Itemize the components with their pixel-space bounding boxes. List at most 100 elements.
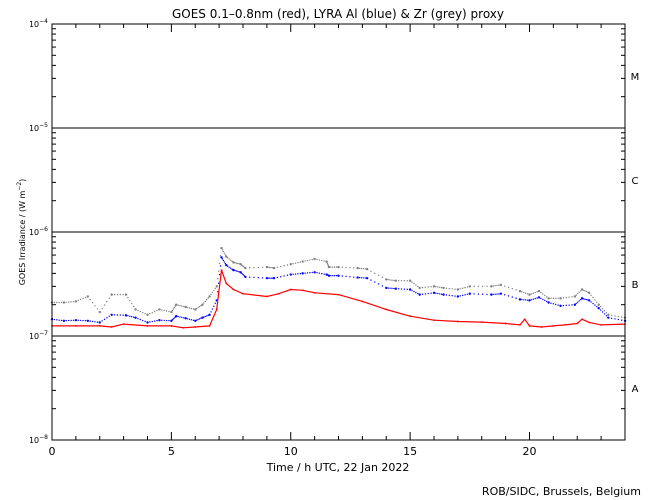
- data-point: [207, 297, 209, 299]
- data-point: [603, 313, 606, 315]
- data-point: [265, 276, 269, 280]
- data-point: [222, 259, 225, 262]
- data-point: [113, 314, 116, 316]
- data-point: [610, 317, 613, 320]
- data-point: [448, 287, 450, 290]
- data-point: [188, 318, 191, 320]
- data-point: [227, 265, 229, 267]
- data-point: [186, 318, 189, 320]
- data-point: [528, 293, 531, 296]
- data-point: [327, 264, 329, 266]
- data-point: [544, 294, 546, 297]
- data-point: [244, 275, 247, 279]
- data-point: [270, 277, 272, 279]
- data-point: [142, 319, 144, 322]
- data-point: [482, 285, 484, 288]
- x-tick-label: 20: [523, 445, 537, 458]
- data-point: [276, 266, 279, 268]
- data-point: [229, 259, 232, 261]
- data-point: [524, 292, 527, 294]
- data-point: [587, 291, 591, 295]
- data-point: [316, 272, 318, 274]
- data-point: [614, 318, 616, 320]
- data-point: [345, 266, 347, 269]
- y-tick-label: 10−8: [29, 434, 48, 445]
- data-point: [411, 281, 413, 283]
- data-point: [110, 313, 113, 316]
- data-point: [461, 287, 464, 289]
- data-point: [146, 325, 149, 327]
- data-point: [213, 305, 215, 307]
- data-point: [108, 315, 111, 318]
- data-point: [377, 283, 380, 285]
- x-tick-label: 10: [284, 445, 298, 458]
- data-point: [211, 308, 214, 310]
- data-point: [173, 306, 175, 309]
- data-point: [294, 273, 297, 275]
- data-point: [146, 321, 149, 324]
- data-point: [211, 291, 214, 294]
- data-point: [163, 319, 165, 322]
- data-point: [532, 298, 535, 300]
- data-point: [542, 293, 544, 295]
- data-point: [218, 262, 221, 265]
- data-point: [620, 316, 623, 318]
- data-point: [550, 302, 552, 304]
- y-tick-exponent: −4: [39, 18, 48, 25]
- flare-class-label: C: [632, 176, 639, 187]
- data-point: [60, 319, 63, 322]
- data-point: [203, 302, 205, 304]
- flare-class-lines: [52, 127, 625, 337]
- data-point: [225, 282, 228, 285]
- data-point: [151, 320, 153, 323]
- data-point: [204, 315, 206, 318]
- data-point: [153, 310, 156, 313]
- data-point: [565, 296, 567, 299]
- data-point: [588, 321, 591, 324]
- data-point: [198, 305, 201, 308]
- data-point: [286, 264, 289, 266]
- data-point: [540, 297, 542, 300]
- data-point: [217, 270, 220, 272]
- data-point: [607, 313, 610, 316]
- data-point: [496, 284, 498, 287]
- data-point: [129, 299, 131, 302]
- data-point: [421, 286, 424, 289]
- data-point: [456, 320, 459, 323]
- data-point: [208, 313, 211, 316]
- data-point: [280, 265, 282, 268]
- data-point: [573, 303, 577, 306]
- data-point: [406, 280, 408, 282]
- data-point: [464, 294, 466, 296]
- data-point: [559, 297, 562, 300]
- data-point: [195, 307, 198, 310]
- data-point: [599, 309, 602, 311]
- data-point: [269, 266, 271, 269]
- data-point: [65, 319, 68, 322]
- data-point: [530, 299, 533, 301]
- data-point: [227, 257, 229, 259]
- data-point: [337, 293, 340, 296]
- data-point: [194, 326, 197, 328]
- data-point: [132, 316, 135, 318]
- data-point: [528, 299, 531, 302]
- data-point: [577, 292, 579, 295]
- data-point: [68, 319, 70, 322]
- y-tick-base: 10: [29, 436, 39, 445]
- x-axis-label: Time / h UTC, 22 Jan 2022: [266, 461, 410, 474]
- data-point: [464, 286, 466, 289]
- data-point: [219, 265, 222, 267]
- data-point: [261, 266, 264, 268]
- data-point: [521, 291, 523, 293]
- data-point: [131, 316, 133, 318]
- data-point: [137, 317, 139, 320]
- data-point: [528, 325, 531, 327]
- data-point: [534, 291, 536, 294]
- data-point: [215, 308, 218, 311]
- data-point: [237, 262, 239, 265]
- data-point: [170, 325, 173, 327]
- x-tick-label: 15: [403, 445, 417, 458]
- data-point: [540, 291, 542, 294]
- data-point: [536, 297, 538, 299]
- data-point: [280, 275, 282, 278]
